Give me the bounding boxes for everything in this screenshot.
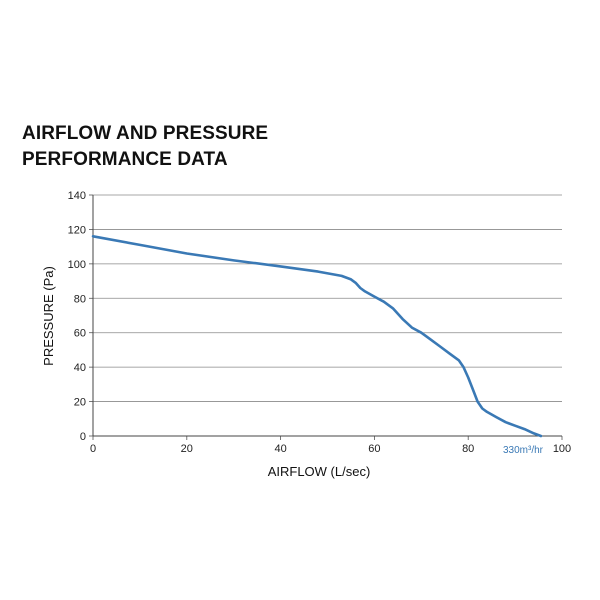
axes xyxy=(89,194,563,440)
series-group xyxy=(91,235,543,438)
y-tick-label-40: 40 xyxy=(74,362,86,374)
y-tick-labels: 0 20 40 60 80 100 120 140 xyxy=(68,190,86,443)
x-tick-label-60: 60 xyxy=(368,443,380,455)
airflow-annotation: 330m³/hr xyxy=(503,445,544,456)
y-tick-label-20: 20 xyxy=(74,397,86,409)
y-tick-label-60: 60 xyxy=(74,328,86,340)
y-tick-label-100: 100 xyxy=(68,259,86,271)
y-tick-label-140: 140 xyxy=(68,190,86,202)
x-tick-label-20: 20 xyxy=(181,443,193,455)
chart-title: AIRFLOW AND PRESSURE PERFORMANCE DATA xyxy=(22,121,268,173)
x-tick-label-100: 100 xyxy=(553,443,571,455)
chart-title-line-2: PERFORMANCE DATA xyxy=(22,149,228,170)
y-tick-label-120: 120 xyxy=(68,224,86,236)
x-tick-label-0: 0 xyxy=(90,443,96,455)
x-tick-label-40: 40 xyxy=(274,443,286,455)
grid-lines xyxy=(93,194,562,402)
x-axis-label: AIRFLOW (L/sec) xyxy=(268,464,371,479)
y-tick-label-0: 0 xyxy=(80,431,86,443)
y-tick-label-80: 80 xyxy=(74,293,86,305)
chart-title-line-1: AIRFLOW AND PRESSURE xyxy=(22,123,269,144)
x-tick-labels: 0 20 40 60 80 100 xyxy=(90,443,571,455)
y-axis-label: PRESSURE (Pa) xyxy=(41,266,56,366)
x-tick-label-80: 80 xyxy=(462,443,474,455)
series-line-0 xyxy=(91,235,543,438)
